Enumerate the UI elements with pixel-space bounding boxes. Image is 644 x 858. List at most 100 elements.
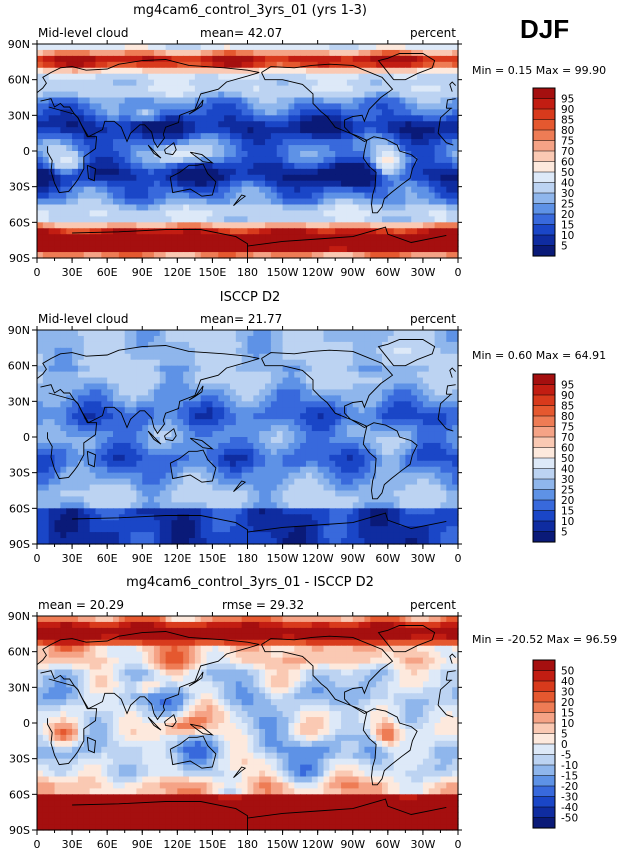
field-cell <box>171 168 178 176</box>
field-cell <box>72 359 79 367</box>
field-cell <box>294 228 301 235</box>
field-cell <box>235 186 243 194</box>
field-cell <box>189 353 196 361</box>
field-cell <box>124 401 132 408</box>
field-cell <box>270 365 278 373</box>
field-cell <box>229 341 237 349</box>
field-cell <box>42 222 50 229</box>
field-cell <box>452 115 459 122</box>
field-cell <box>200 97 208 105</box>
field-cell <box>189 347 196 355</box>
field-cell <box>405 478 412 486</box>
field-cell <box>323 204 330 212</box>
field-cell <box>434 127 442 134</box>
field-cell <box>411 73 418 81</box>
field-cell <box>381 216 389 223</box>
field-cell <box>247 490 254 498</box>
field-cell <box>177 127 184 134</box>
field-cell <box>270 115 278 122</box>
field-cell <box>42 353 50 361</box>
field-cell <box>393 67 401 75</box>
field-cell <box>200 198 208 206</box>
field-cell <box>440 115 447 122</box>
field-cell <box>399 198 406 206</box>
field-cell <box>346 330 354 337</box>
field-cell <box>72 115 79 122</box>
field-cell <box>358 103 366 110</box>
field-cell <box>247 210 254 217</box>
field-cell <box>235 347 243 355</box>
field-cell <box>405 448 412 456</box>
field-cell <box>370 234 377 241</box>
field-cell <box>358 508 366 515</box>
field-cell <box>101 425 108 432</box>
field-cell <box>265 204 272 212</box>
field-cell <box>206 139 214 146</box>
field-cell <box>37 359 44 367</box>
field-cell <box>153 198 161 206</box>
field-cell <box>159 186 167 194</box>
field-cell <box>446 234 453 241</box>
field-cell <box>189 365 196 373</box>
field-cell <box>288 365 295 373</box>
field-cell <box>446 73 453 81</box>
field-cell <box>381 490 389 498</box>
field-cell <box>352 359 360 367</box>
field-cell <box>440 484 447 492</box>
field-cell <box>346 198 354 206</box>
field-cell <box>317 73 325 81</box>
field-cell <box>381 186 389 194</box>
field-cell <box>399 502 406 509</box>
field-cell <box>452 234 459 241</box>
field-cell <box>148 139 155 146</box>
field-cell <box>165 67 173 75</box>
field-cell <box>142 502 149 509</box>
field-cell <box>294 508 301 515</box>
field-cell <box>294 103 301 110</box>
field-cell <box>364 365 371 373</box>
field-cell <box>253 162 260 170</box>
field-cell <box>294 466 301 474</box>
field-cell <box>276 103 284 110</box>
field-cell <box>189 44 196 51</box>
field-cell <box>212 431 219 438</box>
field-cell <box>253 186 260 194</box>
field-cell <box>159 127 167 134</box>
field-cell <box>288 448 295 456</box>
field-cell <box>323 413 330 420</box>
field-cell <box>358 85 366 93</box>
field-cell <box>405 73 412 81</box>
field-cell <box>288 371 295 379</box>
field-cell <box>300 448 307 456</box>
field-cell <box>259 67 266 75</box>
field-cell <box>66 168 73 176</box>
field-cell <box>48 490 56 498</box>
field-cell <box>130 139 138 146</box>
field-cell <box>305 330 313 337</box>
field-cell <box>311 55 319 63</box>
field-cell <box>83 330 91 337</box>
field-cell <box>224 151 231 158</box>
field-cell <box>165 460 173 468</box>
field-cell <box>305 365 313 373</box>
field-cell <box>300 502 307 509</box>
field-cell <box>311 508 319 515</box>
field-cell <box>317 240 325 247</box>
field-cell <box>189 133 196 140</box>
field-cell <box>235 216 243 223</box>
field-cell <box>376 103 383 110</box>
field-cell <box>42 44 50 51</box>
field-cell <box>77 156 85 164</box>
field-cell <box>118 401 126 408</box>
field-cell <box>294 240 301 247</box>
field-cell <box>229 133 237 140</box>
field-cell <box>229 204 237 212</box>
field-cell <box>440 246 447 253</box>
field-cell <box>387 192 395 200</box>
field-cell <box>265 431 272 438</box>
field-cell <box>393 472 401 480</box>
field-cell <box>101 490 108 498</box>
field-cell <box>89 97 97 105</box>
field-cell <box>259 151 266 158</box>
field-cell <box>54 347 61 355</box>
